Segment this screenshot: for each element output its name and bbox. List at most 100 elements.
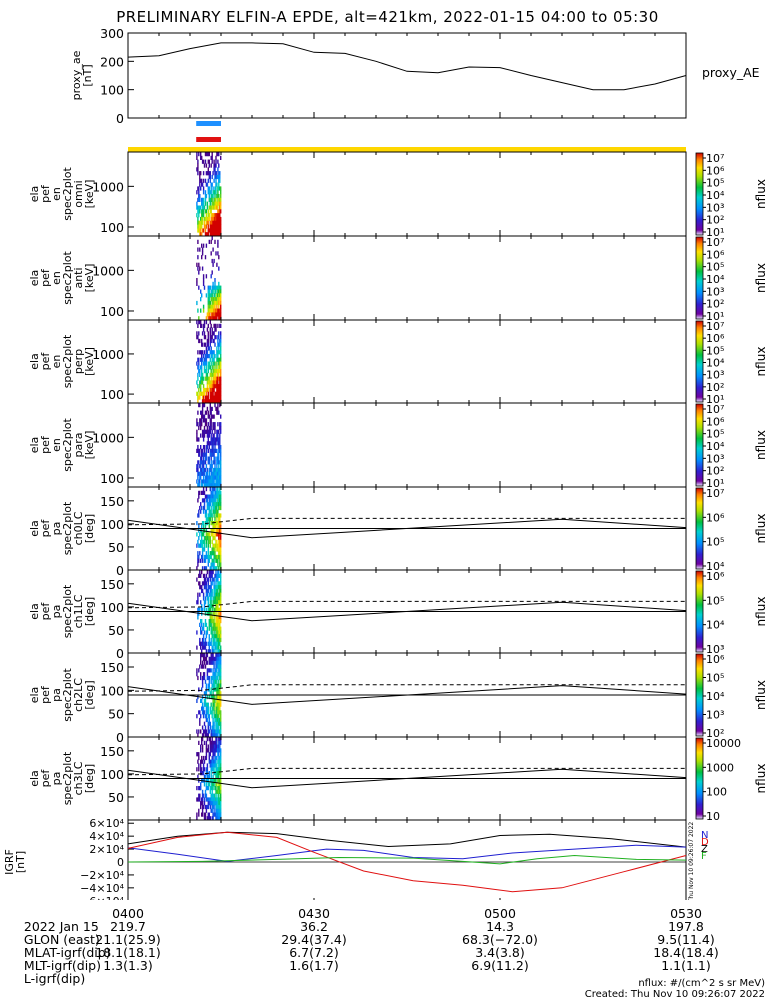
- spectrogram-cell: [219, 517, 221, 522]
- spectrogram-cell: [211, 327, 213, 332]
- spectrogram-cell: [196, 391, 198, 396]
- spectrogram-cell: [207, 346, 209, 351]
- spectrogram-cell: [205, 209, 208, 214]
- spectrogram-cell: [211, 197, 213, 202]
- spectrogram-cell: [213, 714, 215, 719]
- spectrogram-cell: [214, 342, 216, 347]
- spectrogram-cell: [207, 585, 209, 590]
- spectrogram-cell: [217, 422, 219, 427]
- spectrogram-cell: [218, 182, 220, 187]
- colorbar: [695, 487, 704, 570]
- anti-loss-cone-line: [127, 600, 686, 609]
- spectrogram-cell: [217, 547, 219, 552]
- spectrogram-cell: [210, 293, 212, 298]
- spectrogram-cell: [203, 323, 206, 328]
- spectrogram-cell: [214, 163, 216, 168]
- spectrogram-cell: [207, 171, 209, 176]
- spectrogram-cell: [197, 475, 199, 480]
- spectrogram-cell: [205, 581, 208, 586]
- spectrogram-cell: [216, 622, 218, 627]
- spectrogram-cell: [212, 216, 214, 222]
- spectrogram-cell: [211, 778, 213, 783]
- spectrogram-cell: [211, 487, 213, 492]
- spectrogram-cell: [208, 637, 210, 643]
- spectrogram-cell: [203, 759, 206, 764]
- spectrogram-cell: [206, 596, 209, 601]
- spectrogram-cell: [201, 448, 203, 453]
- spectrogram-cell: [218, 573, 220, 578]
- spectrogram-cell: [199, 224, 201, 229]
- spectrogram-cell: [213, 197, 215, 202]
- spectrogram-cell: [220, 448, 222, 453]
- spectrogram-cell: [208, 433, 210, 438]
- spectrogram-cell: [217, 387, 219, 393]
- spectrogram-cell: [210, 668, 212, 673]
- panel-ylabel: ela: [28, 687, 41, 704]
- spectrogram-cell: [205, 778, 208, 783]
- spectrogram-cell: [217, 285, 219, 290]
- spectrogram-cell: [203, 490, 206, 495]
- spectrogram-cell: [208, 660, 210, 665]
- spectrogram-cell: [215, 729, 217, 734]
- loss-cone-line: [127, 601, 687, 622]
- spectrogram-cell: [202, 767, 205, 772]
- spectrogram-cell: [214, 365, 216, 370]
- spectrogram-cell: [207, 441, 209, 446]
- spectrogram-cell: [202, 710, 205, 715]
- spectrogram-cell: [217, 562, 219, 567]
- spectrogram-cell: [213, 433, 215, 438]
- spectrogram-cell: [218, 804, 220, 810]
- spectrogram-cell: [208, 194, 210, 199]
- spectrogram-cell: [210, 675, 212, 681]
- spectrogram-cell: [218, 771, 220, 776]
- spectrogram-cell: [197, 759, 199, 764]
- spectrogram-cell: [220, 672, 222, 677]
- spectrogram-cell: [214, 372, 216, 377]
- spectrogram-cell: [198, 437, 200, 442]
- spectrogram-cell: [202, 763, 205, 768]
- spectrogram-cell: [209, 573, 211, 578]
- spectrogram-cell: [217, 759, 219, 764]
- spectrogram-cell: [220, 395, 222, 400]
- spectrogram-cell: [201, 607, 204, 612]
- spectrogram-cell: [220, 596, 222, 601]
- spectrogram-cell: [217, 622, 219, 627]
- spectrogram-cell: [214, 354, 216, 359]
- spectrogram-cell: [198, 425, 200, 431]
- spectrogram-cell: [217, 585, 219, 590]
- spectrogram-cell: [214, 714, 216, 719]
- spectrogram-cell: [212, 748, 214, 753]
- spectrogram-cell: [206, 433, 209, 438]
- spectrogram-cell: [207, 399, 209, 404]
- spectrogram-cell: [201, 380, 204, 385]
- spectrogram-cell: [217, 812, 219, 817]
- spectrogram-cell: [206, 630, 209, 635]
- spectrogram-cell: [212, 668, 214, 673]
- spectrogram-cell: [217, 645, 219, 650]
- spectrogram-cell: [211, 445, 213, 450]
- spectrogram-cell: [215, 645, 217, 650]
- spectrogram-cell: [200, 178, 202, 183]
- spectrogram-cell: [216, 528, 218, 533]
- spectrogram-cell: [219, 573, 221, 578]
- panel-ytick-label: 0: [116, 563, 124, 578]
- spectrogram-cell: [216, 308, 218, 313]
- spectrogram-cell: [202, 532, 205, 537]
- spectrogram-cell: [206, 710, 209, 715]
- spectrogram-cell: [204, 691, 207, 696]
- spectrogram-cell: [211, 414, 213, 419]
- spectrogram-cell: [219, 403, 221, 408]
- spectrogram-cell: [220, 710, 222, 715]
- spectrogram-cell: [213, 634, 215, 639]
- spectrogram-cell: [200, 744, 202, 749]
- spectrogram-cell: [209, 622, 211, 627]
- spectrogram-cell: [203, 721, 206, 726]
- spectrogram-cell: [198, 186, 200, 191]
- spectrogram-cell: [201, 793, 204, 798]
- spectrogram-cell: [207, 312, 209, 317]
- spectrogram-cell: [198, 471, 200, 476]
- spectrogram-cell: [212, 566, 214, 571]
- spectrogram-cell: [213, 369, 215, 374]
- spectrogram-cell: [220, 467, 222, 473]
